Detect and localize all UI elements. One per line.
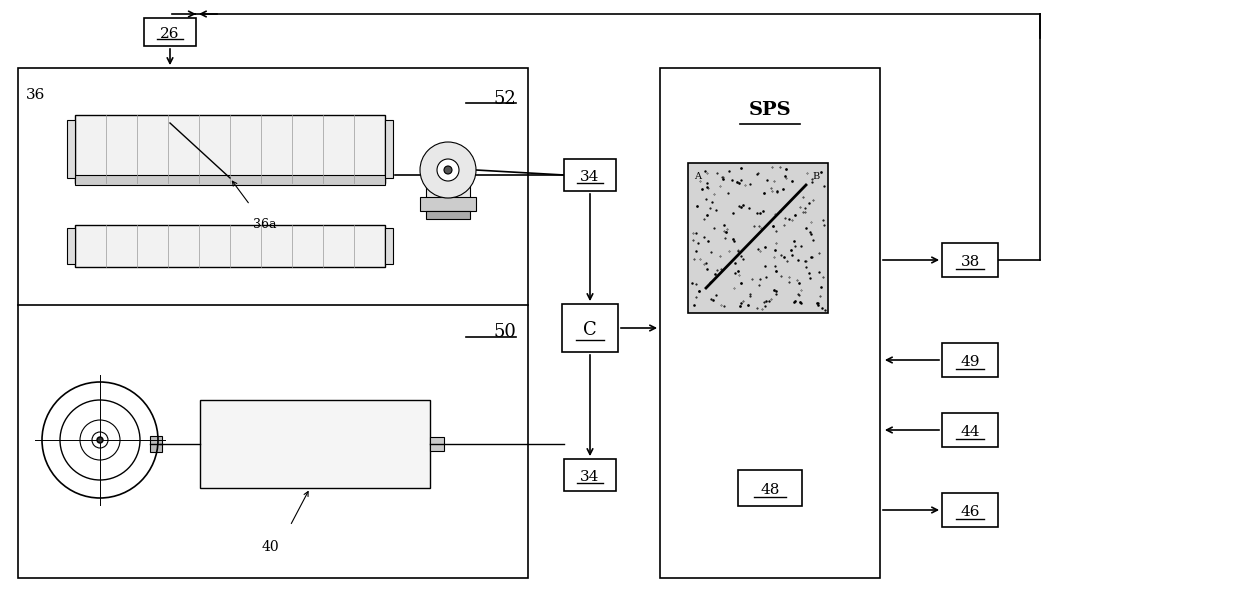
Bar bbox=[384, 228, 393, 264]
Circle shape bbox=[444, 166, 453, 174]
Bar bbox=[144, 18, 196, 46]
Text: 44: 44 bbox=[960, 425, 980, 439]
Circle shape bbox=[436, 159, 459, 181]
Bar bbox=[200, 400, 430, 488]
Text: A: A bbox=[694, 172, 701, 181]
Bar bbox=[660, 68, 880, 578]
Bar bbox=[562, 304, 618, 352]
Bar bbox=[564, 459, 616, 491]
Circle shape bbox=[420, 142, 476, 198]
Bar bbox=[420, 197, 476, 211]
Bar bbox=[74, 115, 384, 183]
Text: 36: 36 bbox=[26, 88, 46, 102]
Bar bbox=[942, 343, 998, 377]
Bar bbox=[19, 68, 528, 578]
Text: 48: 48 bbox=[760, 483, 780, 497]
Bar bbox=[738, 470, 802, 506]
Bar bbox=[430, 437, 444, 451]
Text: 52: 52 bbox=[494, 90, 516, 108]
Text: C: C bbox=[583, 321, 596, 339]
Bar bbox=[564, 159, 616, 191]
Bar bbox=[427, 211, 470, 219]
Circle shape bbox=[97, 437, 103, 443]
Bar bbox=[74, 225, 384, 267]
Bar bbox=[688, 163, 828, 313]
Bar bbox=[74, 175, 384, 185]
Text: 36a: 36a bbox=[253, 218, 277, 231]
Text: 46: 46 bbox=[960, 505, 980, 519]
Text: 34: 34 bbox=[580, 470, 600, 484]
Bar bbox=[942, 493, 998, 527]
Bar bbox=[384, 120, 393, 178]
Text: B: B bbox=[812, 172, 820, 181]
Bar bbox=[150, 436, 162, 452]
Bar bbox=[942, 413, 998, 447]
Text: 40: 40 bbox=[262, 540, 279, 554]
Bar bbox=[67, 228, 74, 264]
Bar bbox=[942, 243, 998, 277]
Text: 34: 34 bbox=[580, 170, 600, 184]
Text: 50: 50 bbox=[494, 323, 516, 341]
Bar bbox=[67, 120, 74, 178]
Text: 38: 38 bbox=[960, 255, 980, 269]
Bar bbox=[427, 180, 470, 210]
Text: 26: 26 bbox=[160, 27, 180, 41]
Text: 49: 49 bbox=[960, 355, 980, 369]
Text: SPS: SPS bbox=[749, 101, 791, 119]
